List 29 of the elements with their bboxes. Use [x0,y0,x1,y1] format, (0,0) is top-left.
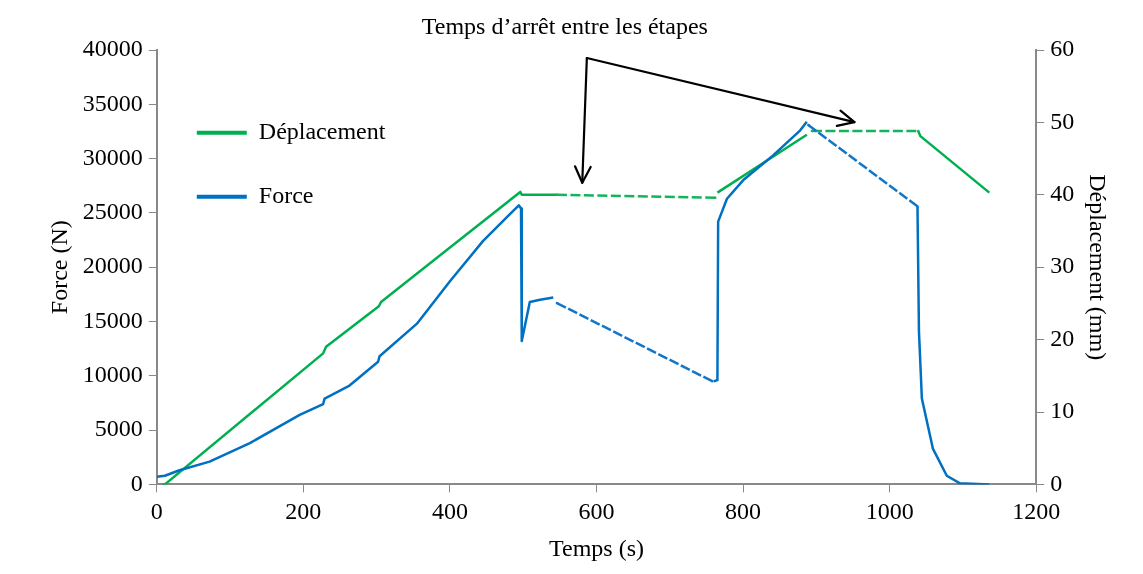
y-tick-label: 25000 [82,198,143,225]
x-tick-label: 1000 [865,498,914,525]
y2-tick-label: 60 [1050,35,1075,62]
x-tick-label: 200 [285,498,322,525]
y-tick-label: 15000 [82,306,143,333]
x-tick-label: 400 [431,498,468,525]
y-tick-label: 0 [130,469,143,496]
legend-label: Force [258,182,314,209]
y-tick-label: 5000 [94,415,143,442]
y-tick-label: 35000 [82,89,143,116]
x-tick-label: 1200 [1012,498,1061,525]
y2-tick-label: 50 [1050,107,1075,134]
text: Temps d’arrêt entre les étapes [421,13,708,40]
y2-tick-label: 30 [1050,252,1075,279]
y2-axis-title: Déplacement (mm) [1085,174,1112,361]
y-tick-label: 10000 [82,361,143,388]
y2-tick-label: 40 [1050,180,1075,207]
x-tick-label: 0 [150,498,163,525]
y2-tick-label: 20 [1050,324,1075,351]
x-axis-title: Temps (s) [549,534,644,561]
y2-tick-label: 10 [1050,397,1075,424]
x-tick-label: 800 [725,498,762,525]
y-tick-label: 40000 [82,35,143,62]
legend-label: Déplacement [258,118,386,145]
y2-tick-label: 0 [1050,469,1063,496]
x-tick-label: 600 [578,498,615,525]
y-tick-label: 20000 [82,252,143,279]
y-tick-label: 30000 [82,143,143,170]
y-axis-title: Force (N) [45,220,72,315]
